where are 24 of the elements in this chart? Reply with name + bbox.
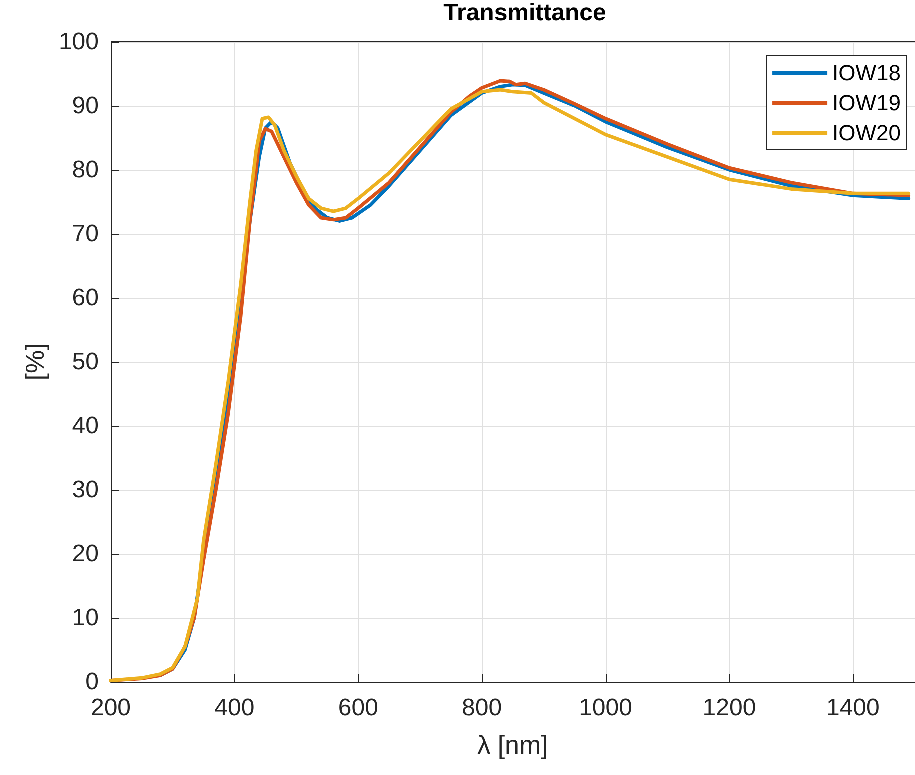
legend-label: IOW18 [832, 60, 902, 86]
x-tick-label: 1000 [579, 694, 632, 722]
x-axis-title: λ [nm] [478, 730, 548, 760]
legend-label: IOW20 [832, 120, 902, 146]
y-tick-label: 30 [72, 476, 99, 504]
x-tick-label: 400 [214, 694, 255, 722]
chart-title: Transmittance [444, 0, 606, 26]
x-tick-label: 600 [338, 694, 378, 722]
y-tick-label: 80 [72, 156, 99, 184]
y-tick-label: 60 [72, 284, 99, 312]
legend-label: IOW19 [832, 90, 902, 116]
x-tick-label: 1200 [702, 694, 756, 722]
x-tick-label: 1400 [826, 694, 880, 722]
y-tick-label: 10 [72, 604, 99, 632]
y-tick-label: 20 [72, 540, 99, 568]
x-tick-label: 200 [90, 694, 132, 722]
y-tick-label: 70 [72, 220, 99, 248]
x-tick-label: 800 [462, 694, 502, 722]
y-tick-label: 0 [86, 668, 99, 696]
y-tick-label: 40 [72, 412, 99, 440]
y-tick-label: 90 [72, 92, 99, 120]
y-tick-label: 100 [58, 28, 99, 56]
y-axis-title: [%] [20, 343, 50, 381]
y-tick-label: 50 [72, 348, 99, 376]
